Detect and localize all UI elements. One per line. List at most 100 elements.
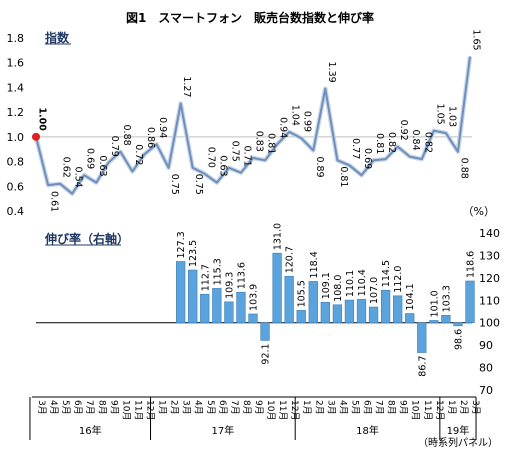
index-data-label: 1.39 — [326, 62, 337, 83]
growth-data-label: 112.7 — [200, 264, 211, 291]
growth-bar — [236, 291, 246, 324]
growth-bar — [453, 322, 463, 327]
x-tick-label: 6月 — [217, 400, 228, 415]
growth-y-tick-label: 130 — [479, 249, 500, 262]
growth-bar — [332, 304, 343, 324]
index-data-label: 0.81 — [266, 133, 277, 154]
growth-bar — [308, 281, 318, 324]
x-tick-label: 9月 — [398, 400, 409, 415]
growth-data-label: 110.1 — [345, 270, 356, 297]
growth-data-label: 127.3 — [176, 231, 187, 258]
growth-bar — [272, 252, 282, 324]
index-y-tick-label: 0.6 — [7, 180, 25, 193]
growth-bar — [465, 280, 475, 324]
x-tick-label: 2月 — [458, 400, 469, 415]
index-data-label: 0.81 — [338, 166, 349, 187]
growth-bar — [224, 301, 234, 324]
x-tick-label: 3月 — [470, 400, 481, 415]
growth-bar — [344, 299, 355, 324]
index-data-label: 0.54 — [73, 167, 84, 188]
index-y-tick-label: 0.4 — [7, 205, 25, 218]
index-y-tick-label: 1.2 — [7, 106, 25, 119]
growth-data-label: 123.5 — [188, 240, 199, 267]
x-tick-label: 9月 — [108, 400, 119, 415]
index-data-label: 0.72 — [133, 144, 144, 165]
x-tick-label: 8月 — [241, 400, 252, 415]
growth-data-label: 92.1 — [261, 343, 272, 364]
growth-data-label: 120.7 — [285, 246, 296, 273]
growth-data-label: 110.4 — [357, 269, 368, 296]
index-y-tick-label: 1.4 — [7, 81, 25, 94]
growth-bar — [200, 293, 210, 324]
growth-unit-label: （%） — [463, 205, 495, 218]
x-tick-label: 7月 — [374, 400, 385, 415]
growth-data-label: 109.3 — [224, 272, 235, 299]
growth-y-tick-label: 120 — [479, 272, 500, 285]
growth-y-tick-label: 110 — [479, 294, 500, 307]
index-data-label: 0.94 — [157, 117, 168, 138]
x-tick-label: 3月 — [181, 400, 192, 415]
index-data-label: 0.71 — [241, 146, 252, 167]
x-tick-label: 3月 — [36, 400, 47, 415]
index-data-label: 0.84 — [410, 129, 421, 150]
index-data-label: 1.65 — [471, 29, 482, 50]
index-y-tick-label: 1.6 — [7, 57, 25, 70]
growth-bar — [260, 322, 270, 341]
growth-data-label: 105.5 — [297, 280, 308, 307]
x-tick-label: 5月 — [60, 400, 71, 415]
growth-bar — [356, 299, 367, 324]
index-y-tick-label: 1.0 — [7, 131, 25, 144]
index-data-label: 1.27 — [181, 76, 192, 97]
year-label: 17年 — [211, 424, 234, 437]
growth-bar — [296, 310, 306, 324]
index-data-label: 0.75 — [169, 174, 180, 195]
x-tick-label: 10月 — [265, 400, 276, 420]
index-data-label: 0.62 — [61, 157, 72, 178]
index-data-label: 0.69 — [362, 148, 373, 169]
x-tick-label: 1月 — [301, 400, 312, 415]
growth-bar — [176, 261, 186, 324]
index-y-axis: 0.4 0.6 0.8 1.0 1.2 1.4 1.6 1.8 — [7, 32, 25, 218]
growth-bar — [212, 288, 222, 324]
time-series-note: （時系列パネル） — [418, 436, 498, 449]
x-tick-label: 9月 — [253, 400, 264, 415]
index-data-label: 1.00 — [37, 107, 48, 131]
x-tick-label: 8月 — [96, 400, 107, 415]
growth-data-label: 112.0 — [393, 266, 404, 293]
index-data-label: 0.82 — [386, 132, 397, 153]
growth-y-tick-label: 80 — [479, 362, 493, 375]
x-tick-label: 2月 — [313, 400, 324, 415]
growth-bar — [393, 295, 403, 324]
year-label: 16年 — [79, 424, 102, 437]
growth-bar — [368, 306, 379, 324]
index-y-tick-label: 0.8 — [7, 156, 25, 169]
x-tick-label: 7月 — [229, 400, 240, 415]
growth-y-tick-label: 70 — [479, 384, 493, 397]
index-data-labels: 1.000.610.62 0.540.69 0.630.790.880.720.86… — [37, 29, 482, 212]
growth-data-label: 109.1 — [321, 272, 332, 299]
index-data-label: 0.81 — [374, 133, 385, 154]
growth-bar — [380, 289, 391, 324]
x-tick-label: 12月 — [434, 400, 445, 420]
growth-y-tick-label: 90 — [479, 339, 493, 352]
growth-bar — [429, 320, 439, 324]
index-data-label: 0.86 — [145, 127, 156, 148]
index-data-label: 0.89 — [314, 156, 325, 177]
x-tick-label: 6月 — [362, 400, 373, 415]
index-series-title: 指数 — [45, 30, 70, 45]
x-tick-label: 12月 — [289, 400, 300, 420]
growth-bar — [188, 269, 198, 324]
index-data-label: 0.77 — [350, 138, 361, 159]
year-label: 18年 — [356, 424, 379, 437]
growth-data-label: 108.0 — [333, 275, 344, 302]
index-start-marker — [32, 132, 40, 141]
x-tick-label: 4月 — [48, 400, 59, 415]
index-data-label: 0.83 — [254, 131, 265, 152]
x-tick-label: 11月 — [277, 400, 288, 420]
growth-data-label: 131.0 — [273, 223, 284, 250]
index-data-label: 0.63 — [97, 155, 108, 176]
index-line — [35, 56, 471, 195]
